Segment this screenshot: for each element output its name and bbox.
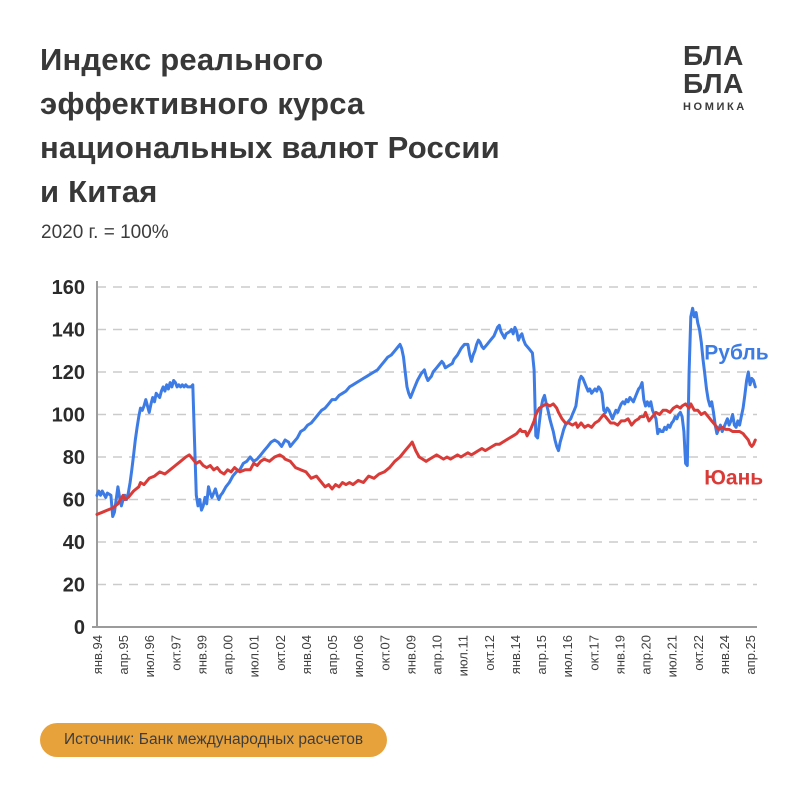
x-tick-label-апр.00: апр.00	[221, 635, 236, 675]
x-tick-label-июл.11: июл.11	[456, 635, 471, 676]
title-line-4: и Китая	[40, 174, 158, 209]
y-tick-label-40: 40	[63, 532, 85, 554]
y-tick-label-0: 0	[74, 617, 85, 639]
ruble-line	[95, 306, 757, 518]
x-tick-label-янв.94: янв.94	[90, 635, 105, 674]
title-line-3: национальных валют России	[40, 130, 500, 165]
x-tick-label-окт.17: окт.17	[586, 635, 601, 671]
x-tick-label-янв.24: янв.24	[717, 635, 732, 674]
source-badge: Источник: Банк международных расчетов	[40, 723, 388, 757]
yuan-line	[95, 402, 757, 516]
x-tick-label-апр.15: апр.15	[534, 635, 549, 675]
x-tick-label-окт.02: окт.02	[273, 635, 288, 671]
x-tick-label-янв.14: янв.14	[508, 635, 523, 674]
x-tick-label-окт.12: окт.12	[482, 635, 497, 671]
x-tick-label-янв.99: янв.99	[194, 635, 209, 674]
logo-line-1: БЛА	[683, 40, 744, 71]
page-title: Индекс реального эффективного курса наци…	[40, 38, 670, 214]
x-tick-label-апр.05: апр.05	[325, 635, 340, 675]
x-tick-label-июл.21: июл.21	[665, 635, 680, 677]
x-tick-label-апр.20: апр.20	[639, 635, 654, 675]
title-line-2: эффективного курса	[40, 86, 365, 121]
ruble-series-label: Рубль	[704, 341, 768, 364]
line-chart: 0 20 40 60 80 100 120 140 160 янв.94 апр.95 июл.96 о…	[52, 277, 769, 677]
blablanomika-logo: БЛА БЛА НОМИКА	[683, 40, 773, 114]
x-tick-label-янв.04: янв.04	[299, 635, 314, 674]
y-tick-label-160: 160	[52, 277, 85, 299]
logo-line-3: НОМИКА	[683, 101, 747, 113]
yuan-series-label: Юань	[704, 467, 763, 490]
x-tick-label-апр.25: апр.25	[743, 635, 758, 675]
y-tick-label-140: 140	[52, 320, 85, 342]
y-tick-label-80: 80	[63, 447, 85, 469]
x-tick-label-янв.09: янв.09	[403, 635, 418, 674]
chart-subtitle: 2020 г. = 100%	[41, 222, 169, 243]
x-tick-label-июл.16: июл.16	[560, 635, 575, 677]
x-tick-label-июл.96: июл.96	[142, 635, 157, 677]
y-tick-label-100: 100	[52, 405, 85, 427]
source-badge-text: Источник: Банк международных расчетов	[64, 731, 364, 748]
x-tick-label-окт.07: окт.07	[377, 635, 392, 671]
y-tick-label-60: 60	[63, 490, 85, 512]
y-tick-label-120: 120	[52, 362, 85, 384]
x-tick-label-окт.97: окт.97	[168, 635, 183, 671]
x-tick-label-июл.06: июл.06	[351, 635, 366, 677]
y-tick-label-20: 20	[63, 575, 85, 597]
x-tick-label-июл.01: июл.01	[247, 635, 262, 677]
chart-area: 0 20 40 60 80 100 120 140 160 янв.94 апр.95 июл.96 о…	[0, 255, 800, 715]
title-line-1: Индекс реального	[40, 42, 324, 77]
x-tick-label-апр.10: апр.10	[430, 635, 445, 675]
x-tick-label-янв.19: янв.19	[612, 635, 627, 674]
x-tick-label-окт.22: окт.22	[691, 635, 706, 671]
logo-line-2: БЛА	[683, 68, 744, 99]
x-tick-label-апр.95: апр.95	[116, 635, 131, 675]
